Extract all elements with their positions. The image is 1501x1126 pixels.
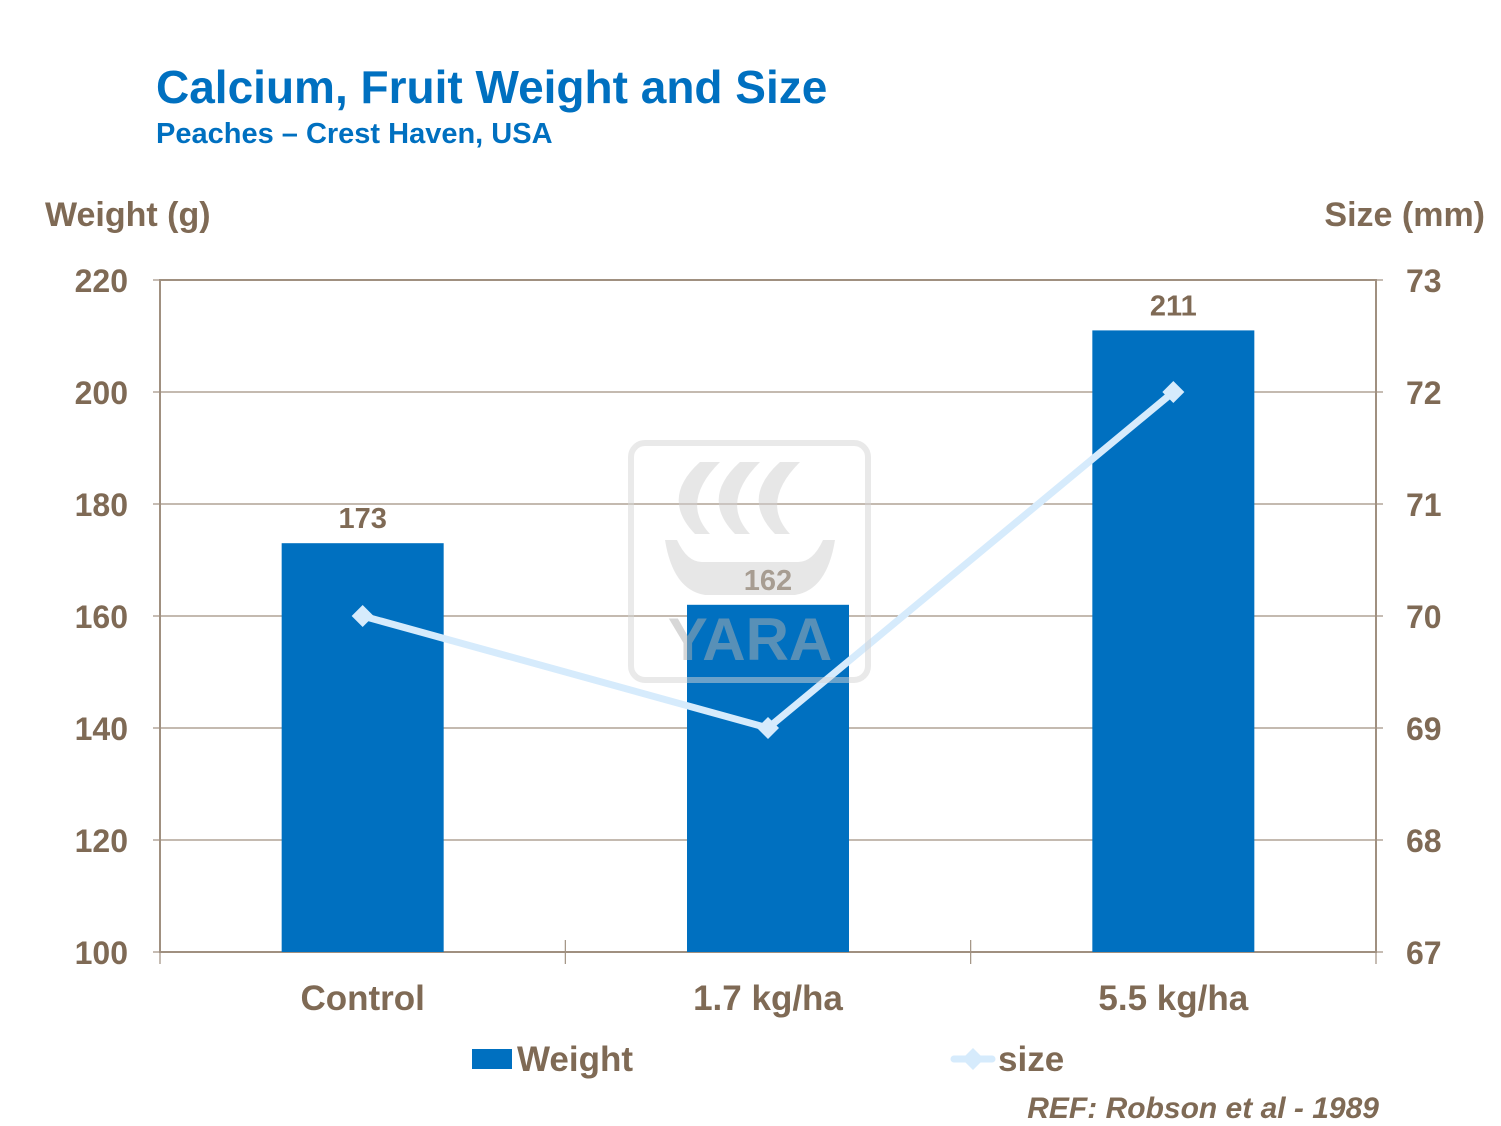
watermark-frame	[628, 440, 871, 683]
x-tick-label: 5.5 kg/ha	[1098, 979, 1248, 1018]
watermark-sail	[718, 462, 760, 534]
legend-weight-label: Weight	[517, 1040, 633, 1079]
size-marker	[757, 717, 779, 739]
legend-weight-swatch	[472, 1049, 512, 1069]
y-axis-label: Weight (g)	[45, 196, 211, 234]
y2-tick-label: 68	[1406, 823, 1442, 859]
watermark-text: YARA	[668, 606, 833, 673]
y-tick-label: 160	[75, 599, 128, 635]
chart-title: Calcium, Fruit Weight and Size	[156, 61, 828, 113]
data-label: 211	[1150, 290, 1197, 322]
bar-1-7-kg-ha	[687, 604, 849, 952]
y-tick-label: 100	[75, 935, 128, 971]
x-tick-label: Control	[300, 979, 424, 1018]
legend-size-marker	[962, 1048, 984, 1070]
watermark-ship	[665, 540, 835, 595]
watermark-sail	[758, 462, 800, 534]
y2-axis-label: Size (mm)	[1324, 196, 1485, 234]
y-tick-label: 140	[75, 711, 128, 747]
y2-tick-label: 69	[1406, 711, 1442, 747]
y2-tick-label: 67	[1406, 935, 1442, 971]
y2-tick-label: 73	[1406, 263, 1442, 299]
legend-size-label: size	[998, 1040, 1064, 1079]
bar-5-5-kg-ha	[1092, 330, 1255, 952]
y2-tick-label: 70	[1406, 599, 1442, 635]
size-marker	[1162, 381, 1185, 403]
yara-watermark-logo: YARA	[628, 440, 871, 683]
y2-tick-label: 71	[1406, 487, 1442, 523]
reference-annotation: REF: Robson et al - 1989	[1027, 1092, 1379, 1125]
y-tick-label: 180	[75, 487, 128, 523]
watermark-sail	[678, 462, 720, 534]
data-label: 173	[338, 503, 386, 535]
y-tick-label: 200	[75, 375, 128, 411]
y-tick-label: 120	[75, 823, 128, 859]
y2-tick-label: 72	[1406, 375, 1442, 411]
bar-control	[281, 543, 444, 952]
y-tick-label: 220	[75, 263, 128, 299]
size-marker	[351, 605, 374, 627]
chart-subtitle: Peaches – Crest Haven, USA	[156, 118, 553, 150]
x-tick-label: 1.7 kg/ha	[693, 979, 843, 1018]
